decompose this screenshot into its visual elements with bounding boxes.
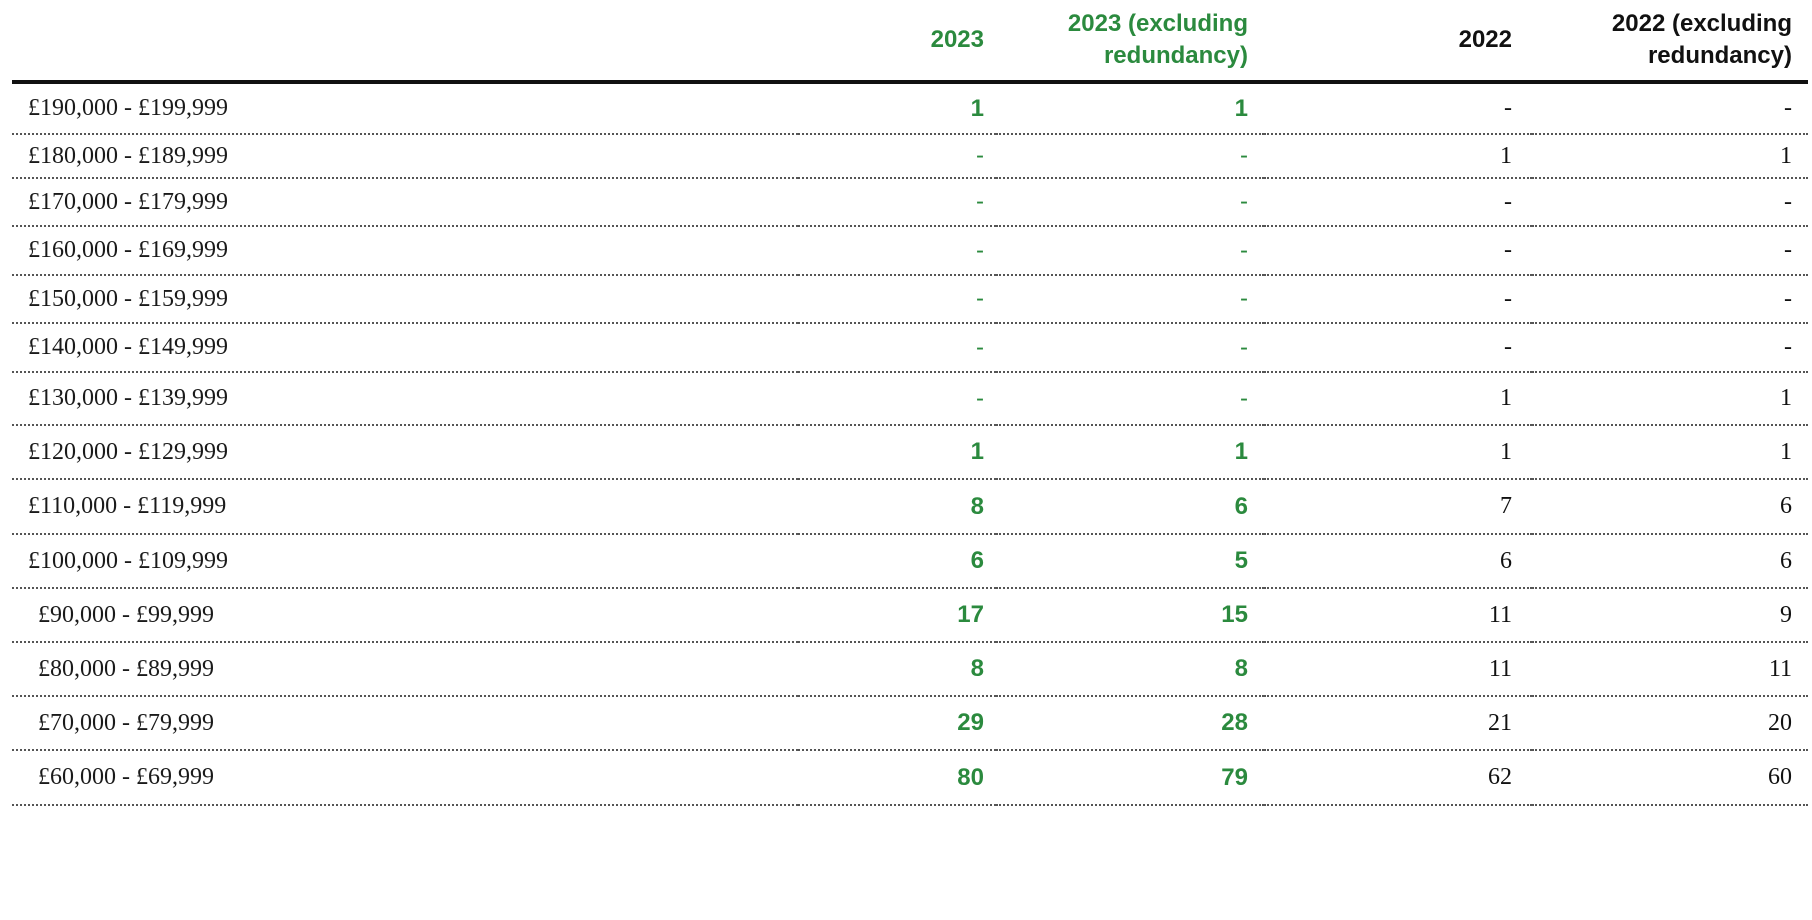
value-2022: - <box>1264 323 1532 373</box>
salary-band: £110,000 - £119,999 <box>12 479 798 535</box>
value-2023: - <box>798 134 996 179</box>
value-2023: 8 <box>798 479 996 535</box>
table-row: £150,000 - £159,999- - - - <box>12 275 1808 324</box>
value-2023-excluding-redundancy: - <box>996 226 1264 276</box>
table-row: £140,000 - £149,999- - - - <box>12 323 1808 373</box>
pay-band-table: 2023 2023 (excluding redundancy) 2022 20… <box>12 0 1808 806</box>
value-2023-excluding-redundancy: 5 <box>996 534 1264 589</box>
salary-band: £90,000 - £99,999 <box>12 588 798 643</box>
salary-band: £140,000 - £149,999 <box>12 323 798 373</box>
value-2023-excluding-redundancy: 6 <box>996 479 1264 535</box>
value-2022-excluding-redundancy: 9 <box>1532 588 1808 643</box>
table-row: £90,000 - £99,999 17 15 11 9 <box>12 588 1808 643</box>
table-row: £70,000 - £79,999 29 28 21 20 <box>12 696 1808 751</box>
value-2023: 6 <box>798 534 996 589</box>
value-2023-excluding-redundancy: - <box>996 323 1264 373</box>
value-2022-excluding-redundancy: 20 <box>1532 696 1808 751</box>
value-2023-excluding-redundancy: - <box>996 372 1264 426</box>
value-2023-excluding-redundancy: 28 <box>996 696 1264 751</box>
salary-band: £60,000 - £69,999 <box>12 750 798 806</box>
table-row: £80,000 - £89,999 8 8 11 11 <box>12 642 1808 697</box>
salary-band: £130,000 - £139,999 <box>12 372 798 426</box>
table-row: £160,000 - £169,999- - - - <box>12 226 1808 276</box>
value-2022-excluding-redundancy: - <box>1532 82 1808 135</box>
salary-band: £70,000 - £79,999 <box>12 696 798 751</box>
header-2023: 2023 <box>798 0 996 84</box>
value-2023: - <box>798 178 996 227</box>
value-2023-excluding-redundancy: 79 <box>996 750 1264 806</box>
value-2022: 1 <box>1264 372 1532 426</box>
value-2023: 8 <box>798 642 996 697</box>
salary-band: £100,000 - £109,999 <box>12 534 798 589</box>
value-2022-excluding-redundancy: 11 <box>1532 642 1808 697</box>
header-2022-label: 2022 <box>1458 26 1512 53</box>
value-2022: - <box>1264 178 1532 227</box>
table-row: £170,000 - £179,999- - - - <box>12 178 1808 227</box>
value-2023: - <box>798 275 996 324</box>
value-2022-excluding-redundancy: 1 <box>1532 425 1808 480</box>
header-row: 2023 2023 (excluding redundancy) 2022 20… <box>12 0 1808 84</box>
table-row: £100,000 - £109,999 6 5 6 6 <box>12 534 1808 589</box>
value-2022: 1 <box>1264 425 1532 480</box>
header-2023-excluding-redundancy: 2023 (excluding redundancy) <box>996 0 1264 84</box>
salary-band: £120,000 - £129,999 <box>12 425 798 480</box>
value-2022-excluding-redundancy: 60 <box>1532 750 1808 806</box>
header-2023-ex-label: 2023 (excluding redundancy) <box>1067 10 1248 69</box>
value-2022: - <box>1264 82 1532 135</box>
table-header: 2023 2023 (excluding redundancy) 2022 20… <box>12 0 1808 84</box>
header-band <box>12 0 798 84</box>
header-2022: 2022 <box>1264 0 1532 84</box>
header-2023-label: 2023 <box>930 26 984 53</box>
value-2022-excluding-redundancy: - <box>1532 226 1808 276</box>
value-2023: 17 <box>798 588 996 643</box>
value-2022: 7 <box>1264 479 1532 535</box>
value-2023: - <box>798 226 996 276</box>
value-2023-excluding-redundancy: 8 <box>996 642 1264 697</box>
value-2022-excluding-redundancy: 6 <box>1532 534 1808 589</box>
table-body: £190,000 - £199,999 1 1- - £180,000 - £189,9… <box>12 82 1808 806</box>
value-2023-excluding-redundancy: - <box>996 134 1264 179</box>
value-2023: - <box>798 372 996 426</box>
value-2022: 11 <box>1264 642 1532 697</box>
value-2022-excluding-redundancy: 1 <box>1532 134 1808 179</box>
value-2022: 11 <box>1264 588 1532 643</box>
value-2022: 1 <box>1264 134 1532 179</box>
value-2023-excluding-redundancy: 1 <box>996 425 1264 480</box>
table-row: £60,000 - £69,999 80 79 62 60 <box>12 750 1808 806</box>
table-row: £190,000 - £199,999 1 1- - <box>12 82 1808 135</box>
value-2023-excluding-redundancy: 1 <box>996 82 1264 135</box>
table-row: £120,000 - £129,999 1 1 1 1 <box>12 425 1808 480</box>
table-row: £180,000 - £189,999- -1 1 <box>12 134 1808 179</box>
value-2022: 6 <box>1264 534 1532 589</box>
value-2023: 1 <box>798 82 996 135</box>
value-2022-excluding-redundancy: 1 <box>1532 372 1808 426</box>
header-2022-ex-label: 2022 (excluding redundancy) <box>1611 10 1792 69</box>
salary-band: £170,000 - £179,999 <box>12 178 798 227</box>
salary-band: £150,000 - £159,999 <box>12 275 798 324</box>
value-2023: 1 <box>798 425 996 480</box>
table-row: £110,000 - £119,999 8 6 7 6 <box>12 479 1808 535</box>
table-row: £130,000 - £139,999- -1 1 <box>12 372 1808 426</box>
value-2023-excluding-redundancy: 15 <box>996 588 1264 643</box>
salary-band: £180,000 - £189,999 <box>12 134 798 179</box>
salary-band: £190,000 - £199,999 <box>12 82 798 135</box>
value-2022-excluding-redundancy: - <box>1532 178 1808 227</box>
value-2023-excluding-redundancy: - <box>996 178 1264 227</box>
value-2022: 21 <box>1264 696 1532 751</box>
salary-band: £80,000 - £89,999 <box>12 642 798 697</box>
value-2022-excluding-redundancy: - <box>1532 323 1808 373</box>
value-2022-excluding-redundancy: - <box>1532 275 1808 324</box>
value-2023: - <box>798 323 996 373</box>
value-2022: 62 <box>1264 750 1532 806</box>
value-2022-excluding-redundancy: 6 <box>1532 479 1808 535</box>
value-2023-excluding-redundancy: - <box>996 275 1264 324</box>
salary-band: £160,000 - £169,999 <box>12 226 798 276</box>
value-2023: 29 <box>798 696 996 751</box>
value-2022: - <box>1264 275 1532 324</box>
header-2022-excluding-redundancy: 2022 (excluding redundancy) <box>1532 0 1808 84</box>
value-2023: 80 <box>798 750 996 806</box>
value-2022: - <box>1264 226 1532 276</box>
